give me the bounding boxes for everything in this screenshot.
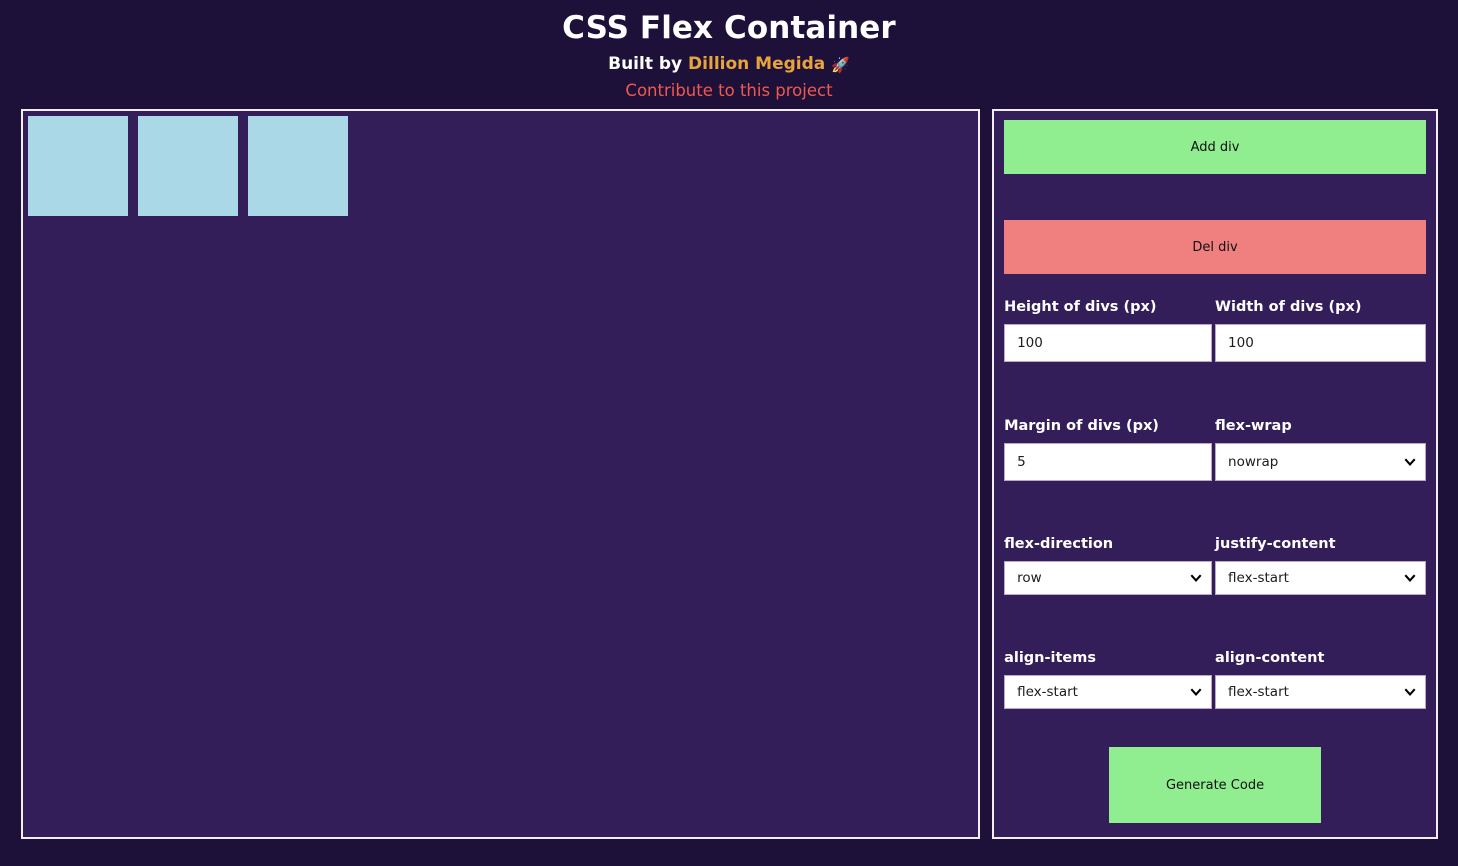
built-by-line: Built by Dillion Megida 🚀 xyxy=(0,52,1458,76)
align-content-select-wrap: flex-startflex-endcenterspace-betweenspa… xyxy=(1215,675,1426,709)
main-layout: Add div Del div Height of divs (px) Widt… xyxy=(0,109,1458,839)
align-content-label: align-content xyxy=(1215,650,1325,666)
field-row-align: align-items flex-startflex-endcenterbase… xyxy=(1004,649,1426,709)
flex-direction-label: flex-direction xyxy=(1004,536,1114,552)
height-input[interactable] xyxy=(1004,324,1213,362)
justify-content-select[interactable]: flex-startflex-endcenterspace-betweenspa… xyxy=(1215,561,1426,595)
field-height: Height of divs (px) xyxy=(1004,298,1215,362)
field-row-margin-wrap: Margin of divs (px) flex-wrap nowrapwrap… xyxy=(1004,417,1426,481)
generate-code-wrap: Generate Code xyxy=(1004,747,1426,823)
width-input[interactable] xyxy=(1215,324,1426,362)
add-div-button[interactable]: Add div xyxy=(1004,120,1426,174)
align-content-select[interactable]: flex-startflex-endcenterspace-betweenspa… xyxy=(1215,675,1426,709)
contribute-row: Contribute to this project xyxy=(0,80,1458,102)
field-align-content: align-content flex-startflex-endcentersp… xyxy=(1215,649,1426,709)
field-row-size: Height of divs (px) Width of divs (px) xyxy=(1004,298,1426,362)
flex-wrap-select-wrap: nowrapwrapwrap-reverse xyxy=(1215,443,1426,481)
author-name: Dillion Megida xyxy=(688,54,826,74)
field-margin: Margin of divs (px) xyxy=(1004,417,1215,481)
flex-wrap-select[interactable]: nowrapwrapwrap-reverse xyxy=(1215,443,1426,481)
page-title: CSS Flex Container xyxy=(562,10,896,46)
field-align-items: align-items flex-startflex-endcenterbase… xyxy=(1004,649,1215,709)
flex-item xyxy=(248,116,348,216)
align-items-label: align-items xyxy=(1004,650,1096,666)
controls-panel: Add div Del div Height of divs (px) Widt… xyxy=(992,109,1438,839)
justify-content-label: justify-content xyxy=(1215,536,1336,552)
spacer xyxy=(1004,494,1426,535)
field-flex-wrap: flex-wrap nowrapwrapwrap-reverse xyxy=(1215,417,1426,481)
justify-content-select-wrap: flex-startflex-endcenterspace-betweenspa… xyxy=(1215,561,1426,595)
align-items-select[interactable]: flex-startflex-endcenterbaselinestretch xyxy=(1004,675,1213,709)
field-justify-content: justify-content flex-startflex-endcenter… xyxy=(1215,535,1426,595)
width-label: Width of divs (px) xyxy=(1215,299,1362,315)
align-items-select-wrap: flex-startflex-endcenterbaselinestretch xyxy=(1004,675,1213,709)
page-header: CSS Flex Container Built by Dillion Megi… xyxy=(0,0,1458,102)
field-flex-direction: flex-direction rowrow-reversecolumncolum… xyxy=(1004,535,1215,595)
spacer xyxy=(1004,375,1426,417)
generate-code-button[interactable]: Generate Code xyxy=(1109,747,1322,823)
margin-input[interactable] xyxy=(1004,443,1213,481)
del-div-button[interactable]: Del div xyxy=(1004,220,1426,274)
flex-preview-container xyxy=(23,111,978,837)
built-by-prefix: Built by xyxy=(608,54,683,74)
flex-direction-select[interactable]: rowrow-reversecolumncolumn-reverse xyxy=(1004,561,1213,595)
height-label: Height of divs (px) xyxy=(1004,299,1157,315)
spacer xyxy=(1004,608,1426,649)
flex-direction-select-wrap: rowrow-reversecolumncolumn-reverse xyxy=(1004,561,1213,595)
flex-item xyxy=(138,116,238,216)
flex-preview-panel xyxy=(21,109,981,839)
margin-label: Margin of divs (px) xyxy=(1004,418,1159,434)
field-row-direction-justify: flex-direction rowrow-reversecolumncolum… xyxy=(1004,535,1426,595)
contribute-link[interactable]: Contribute to this project xyxy=(625,81,833,100)
rocket-icon: 🚀 xyxy=(831,56,850,74)
flex-item xyxy=(28,116,128,216)
field-width: Width of divs (px) xyxy=(1215,298,1426,362)
flex-wrap-label: flex-wrap xyxy=(1215,418,1292,434)
